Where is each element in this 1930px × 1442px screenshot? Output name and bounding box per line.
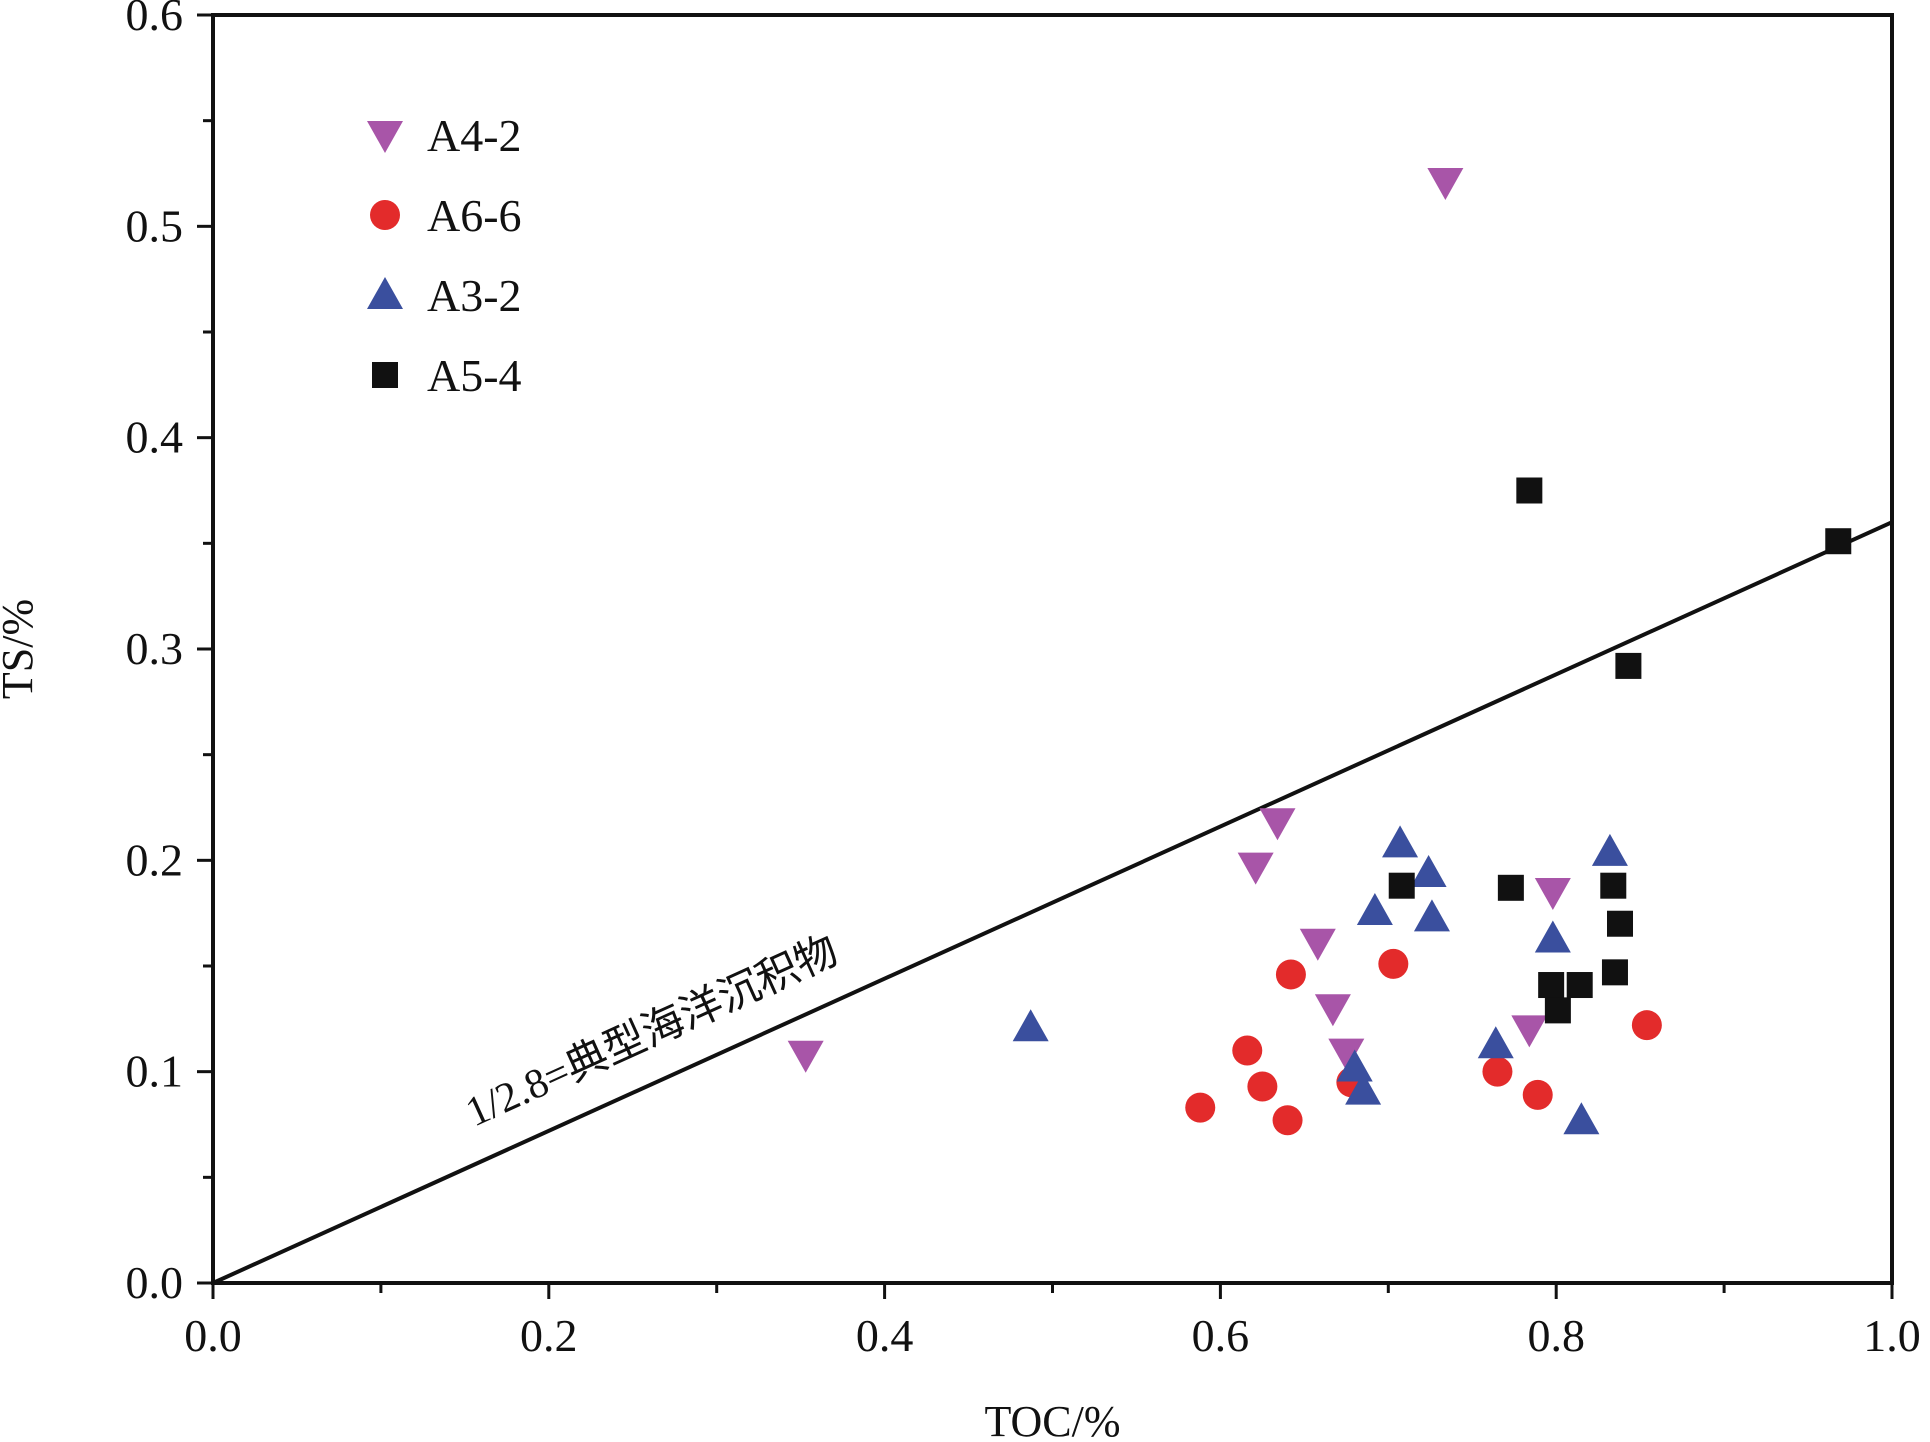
data-point — [1336, 1049, 1373, 1082]
reference-line — [212, 520, 1893, 1285]
data-point — [1522, 1079, 1553, 1110]
data-point — [1566, 972, 1593, 999]
legend-label: A6-6 — [427, 190, 522, 241]
x-tick-label: 0.6 — [1192, 1310, 1250, 1361]
data-point — [1345, 1072, 1382, 1105]
y-tick-label: 0.5 — [126, 200, 184, 251]
legend-marker — [367, 277, 403, 309]
data-point — [1544, 997, 1571, 1024]
data-point — [1299, 928, 1336, 961]
series-a6-6 — [1185, 948, 1662, 1136]
x-axis-ticks: 0.0 0.2 0.4 0.6 0.8 1.0 — [184, 1283, 1921, 1361]
data-point — [1631, 1010, 1662, 1041]
x-tick-label: 0.0 — [184, 1310, 242, 1361]
data-point — [1275, 959, 1306, 990]
series-a5-4 — [1388, 477, 1852, 1024]
legend-label: A5-4 — [427, 350, 522, 401]
data-point — [1534, 878, 1571, 911]
legend-marker — [372, 362, 398, 388]
data-points — [787, 167, 1852, 1136]
reference-line-label: 1/2.8=典型海洋沉积物 — [459, 928, 845, 1136]
y-axis-label: TS/% — [0, 599, 42, 699]
data-point — [1511, 1015, 1548, 1048]
legend-label: A4-2 — [427, 110, 522, 161]
data-point — [1482, 1056, 1513, 1087]
data-point — [1247, 1071, 1278, 1102]
data-point — [1272, 1105, 1303, 1136]
legend-label: A3-2 — [427, 270, 522, 321]
legend-item: A3-2 — [367, 270, 522, 321]
legend-item: A5-4 — [372, 350, 522, 401]
data-point — [1314, 994, 1351, 1027]
x-tick-label: 1.0 — [1863, 1310, 1921, 1361]
data-point — [1382, 825, 1419, 858]
legend-marker — [367, 121, 403, 153]
data-point — [1534, 920, 1571, 953]
reference-line-group: 1/2.8=典型海洋沉积物 — [212, 520, 1893, 1285]
y-axis-ticks: 0.0 0.1 0.2 0.3 0.4 0.5 0.6 — [126, 0, 213, 1308]
x-tick-label: 0.8 — [1527, 1310, 1585, 1361]
x-axis-label: TOC/% — [984, 1397, 1120, 1442]
data-point — [1410, 855, 1447, 888]
data-point — [1427, 167, 1464, 200]
y-tick-label: 0.0 — [126, 1257, 184, 1308]
data-point — [1413, 899, 1450, 932]
data-point — [1601, 959, 1628, 986]
data-point — [787, 1040, 824, 1073]
legend: A4-2 A6-6 A3-2 A5-4 — [367, 110, 522, 401]
legend-item: A4-2 — [367, 110, 522, 161]
series-a3-2 — [1012, 825, 1628, 1135]
x-tick-label: 0.4 — [856, 1310, 914, 1361]
data-point — [1388, 872, 1415, 899]
data-point — [1538, 972, 1565, 999]
data-point — [1497, 874, 1524, 901]
data-point — [1378, 948, 1409, 979]
data-point — [1516, 477, 1543, 504]
data-point — [1237, 852, 1274, 885]
y-tick-label: 0.6 — [126, 0, 184, 40]
legend-marker — [370, 200, 400, 230]
data-point — [1607, 910, 1634, 937]
data-point — [1600, 872, 1627, 899]
y-tick-label: 0.2 — [126, 834, 184, 885]
x-tick-label: 0.2 — [520, 1310, 578, 1361]
data-point — [1356, 893, 1393, 926]
y-tick-label: 0.1 — [126, 1046, 184, 1097]
data-point — [1477, 1026, 1514, 1059]
y-tick-label: 0.3 — [126, 623, 184, 674]
data-point — [1615, 652, 1642, 679]
data-point — [1232, 1035, 1263, 1066]
data-point — [1328, 1038, 1365, 1071]
legend-item: A6-6 — [370, 190, 522, 241]
data-point — [1259, 808, 1296, 841]
y-tick-label: 0.4 — [126, 412, 184, 463]
data-point — [1012, 1009, 1049, 1042]
data-point — [1185, 1092, 1216, 1123]
data-point — [1563, 1102, 1600, 1135]
series-a4-2 — [787, 167, 1571, 1073]
data-point — [1825, 528, 1852, 555]
data-point — [1591, 833, 1628, 866]
